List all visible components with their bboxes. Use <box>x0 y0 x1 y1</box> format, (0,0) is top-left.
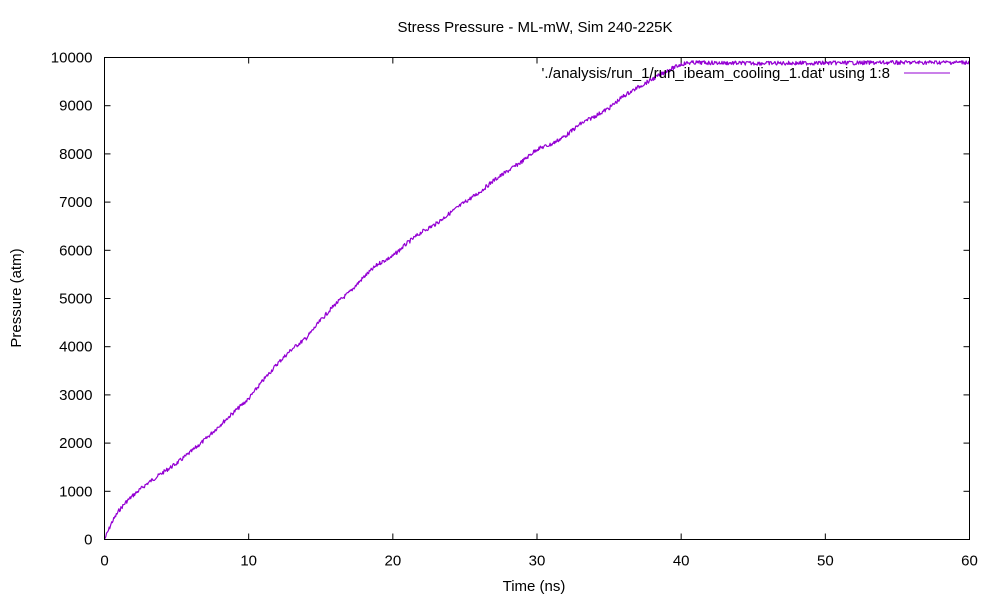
x-tick-label: 20 <box>384 553 401 570</box>
legend: './analysis/run_1/run_ibeam_cooling_1.da… <box>542 65 950 82</box>
chart-title: Stress Pressure - ML-mW, Sim 240-225K <box>397 19 672 36</box>
y-axis-label: Pressure (atm) <box>8 248 25 347</box>
y-tick-label: 10000 <box>51 50 93 67</box>
y-tick-label: 6000 <box>59 242 92 259</box>
ticks-group: 0 10 20 30 40 50 60 0 1000 2000 3000 4000 5000 6000 70… <box>51 50 978 570</box>
y-tick-label: 2000 <box>59 435 92 452</box>
y-tick-label: 4000 <box>59 339 92 356</box>
y-tick-label: 0 <box>84 532 92 549</box>
x-tick-label: 40 <box>673 553 690 570</box>
y-tick-label: 7000 <box>59 194 92 211</box>
y-tick-label: 9000 <box>59 98 92 115</box>
plot-frame <box>104 57 970 540</box>
y-tick-label: 3000 <box>59 387 92 404</box>
x-tick-label: 60 <box>961 553 978 570</box>
x-tick-label: 0 <box>100 553 108 570</box>
series-line <box>103 59 970 540</box>
x-tick-label: 10 <box>240 553 257 570</box>
x-tick-label: 50 <box>817 553 834 570</box>
y-tick-label: 5000 <box>59 291 92 308</box>
y-tick-label: 1000 <box>59 483 92 500</box>
y-tick-label: 8000 <box>59 146 92 163</box>
legend-label: './analysis/run_1/run_ibeam_cooling_1.da… <box>542 65 890 82</box>
x-axis-label: Time (ns) <box>503 578 566 595</box>
x-tick-label: 30 <box>529 553 546 570</box>
series-group <box>103 59 970 540</box>
